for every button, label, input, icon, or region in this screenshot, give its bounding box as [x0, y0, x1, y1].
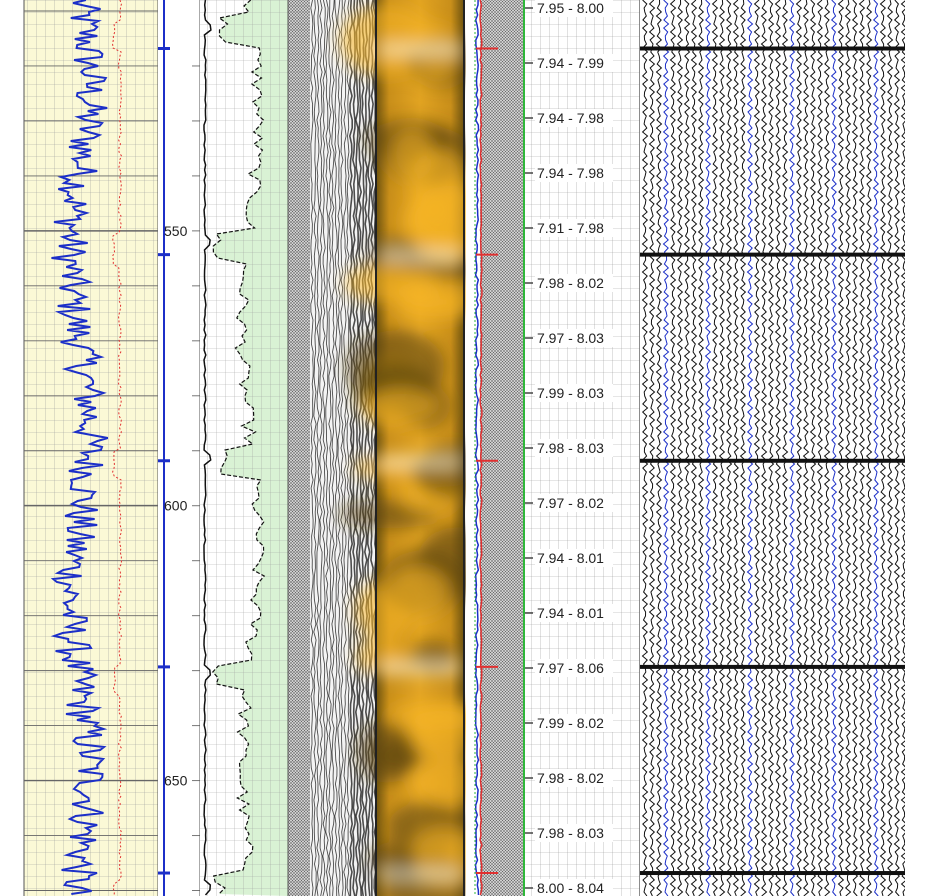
interval-value-label: 7.99 - 8.02 [537, 715, 604, 731]
depth-label: 600 [164, 498, 188, 514]
interval-value-label: 7.94 - 7.98 [537, 110, 604, 126]
interval-value-label: 7.97 - 8.06 [537, 660, 604, 676]
interval-value-label: 7.94 - 8.01 [537, 605, 604, 621]
depth-label: 650 [164, 773, 188, 789]
curve-solid-black [203, 0, 212, 896]
interval-value-label: 7.91 - 7.98 [537, 220, 604, 236]
track-depth: 550 600 650 [158, 0, 201, 896]
interval-value-label: 7.98 - 8.02 [537, 770, 604, 786]
curve-dashed-black [211, 0, 266, 895]
interval-value-label: 7.94 - 7.98 [537, 165, 604, 181]
gamma-curve-blue [50, 0, 109, 895]
interval-value-label: 7.98 - 8.02 [537, 275, 604, 291]
depth-label: 550 [164, 223, 188, 239]
gamma-curve-red [112, 0, 123, 896]
track-gamma [0, 0, 159, 896]
interval-value-label: 7.97 - 8.02 [537, 495, 604, 511]
track-interval-values: 7.95 - 8.00 7.94 - 7.99 7.94 - 7.98 7.94 - … [525, 0, 641, 896]
track-curves-green [200, 0, 288, 896]
track-wiggle [640, 0, 930, 896]
interval-value-label: 7.94 - 7.99 [537, 55, 604, 71]
interval-value-label: 7.97 - 8.03 [537, 330, 604, 346]
interval-value-label: 7.94 - 8.01 [537, 550, 604, 566]
curve-blue [474, 0, 480, 896]
track-image [339, 0, 508, 896]
interval-value-label: 8.00 - 8.04 [537, 880, 604, 896]
interval-value-label: 7.98 - 8.03 [537, 825, 604, 841]
interval-value-label: 7.98 - 8.03 [537, 440, 604, 456]
curve-red [479, 0, 483, 896]
track-curves-multi [466, 0, 525, 896]
interval-value-label: 7.99 - 8.03 [537, 385, 604, 401]
interval-value-label: 7.95 - 8.00 [537, 0, 604, 16]
